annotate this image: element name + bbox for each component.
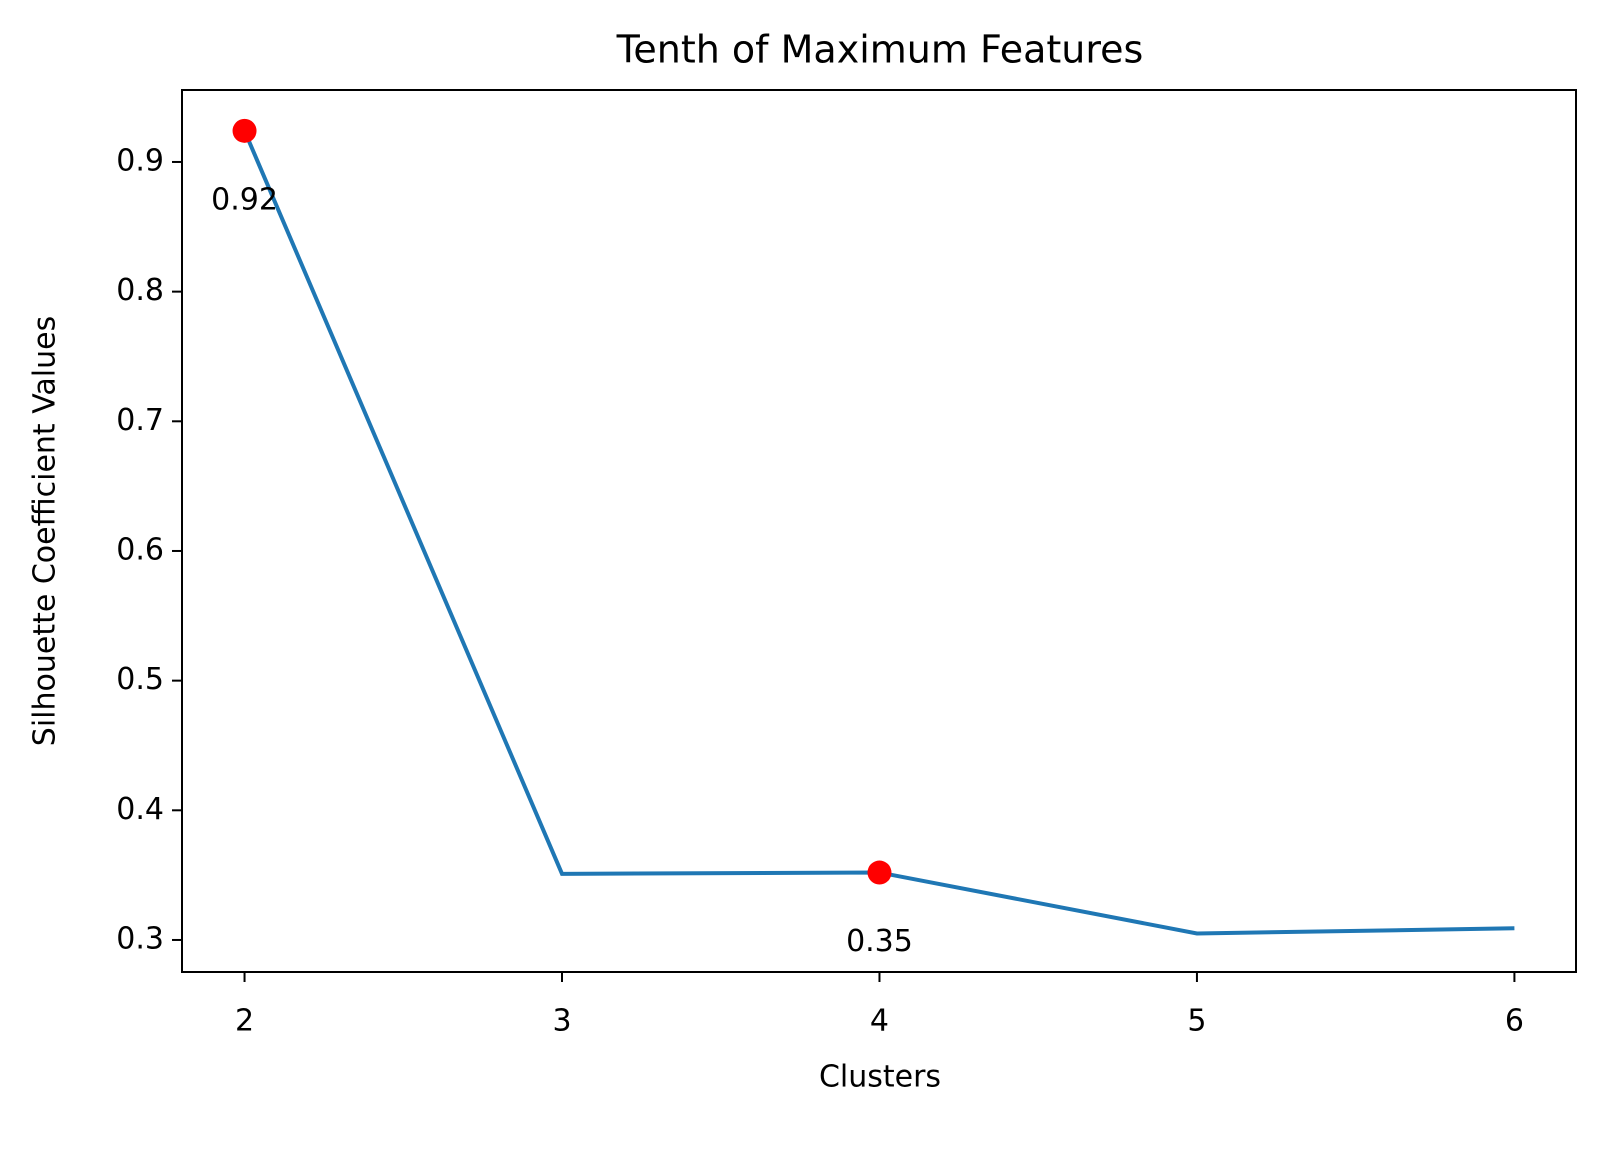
x-axis-label: Clusters: [819, 1060, 941, 1095]
plot-frame: [181, 89, 1577, 973]
x-tick-label: 6: [1505, 1004, 1524, 1039]
y-tick-label: 0.4: [116, 792, 164, 827]
x-tick-label: 5: [1187, 1004, 1206, 1039]
x-tick-label: 4: [870, 1004, 889, 1039]
y-tick-label: 0.6: [116, 532, 164, 567]
highlight-point: [867, 860, 892, 885]
highlight-point: [232, 118, 257, 143]
y-tick-label: 0.7: [116, 403, 164, 438]
x-tick-label: 2: [235, 1004, 254, 1039]
y-tick-label: 0.3: [116, 921, 164, 956]
y-tick-label: 0.9: [116, 143, 164, 178]
data-label: 0.92: [211, 182, 278, 217]
chart-title: Tenth of Maximum Features: [616, 28, 1144, 72]
y-tick-label: 0.8: [116, 273, 164, 308]
x-tick-label: 3: [552, 1004, 571, 1039]
data-label: 0.35: [846, 924, 913, 959]
y-axis-label: Silhouette Coefficient Values: [28, 316, 63, 746]
y-tick-label: 0.5: [116, 662, 164, 697]
